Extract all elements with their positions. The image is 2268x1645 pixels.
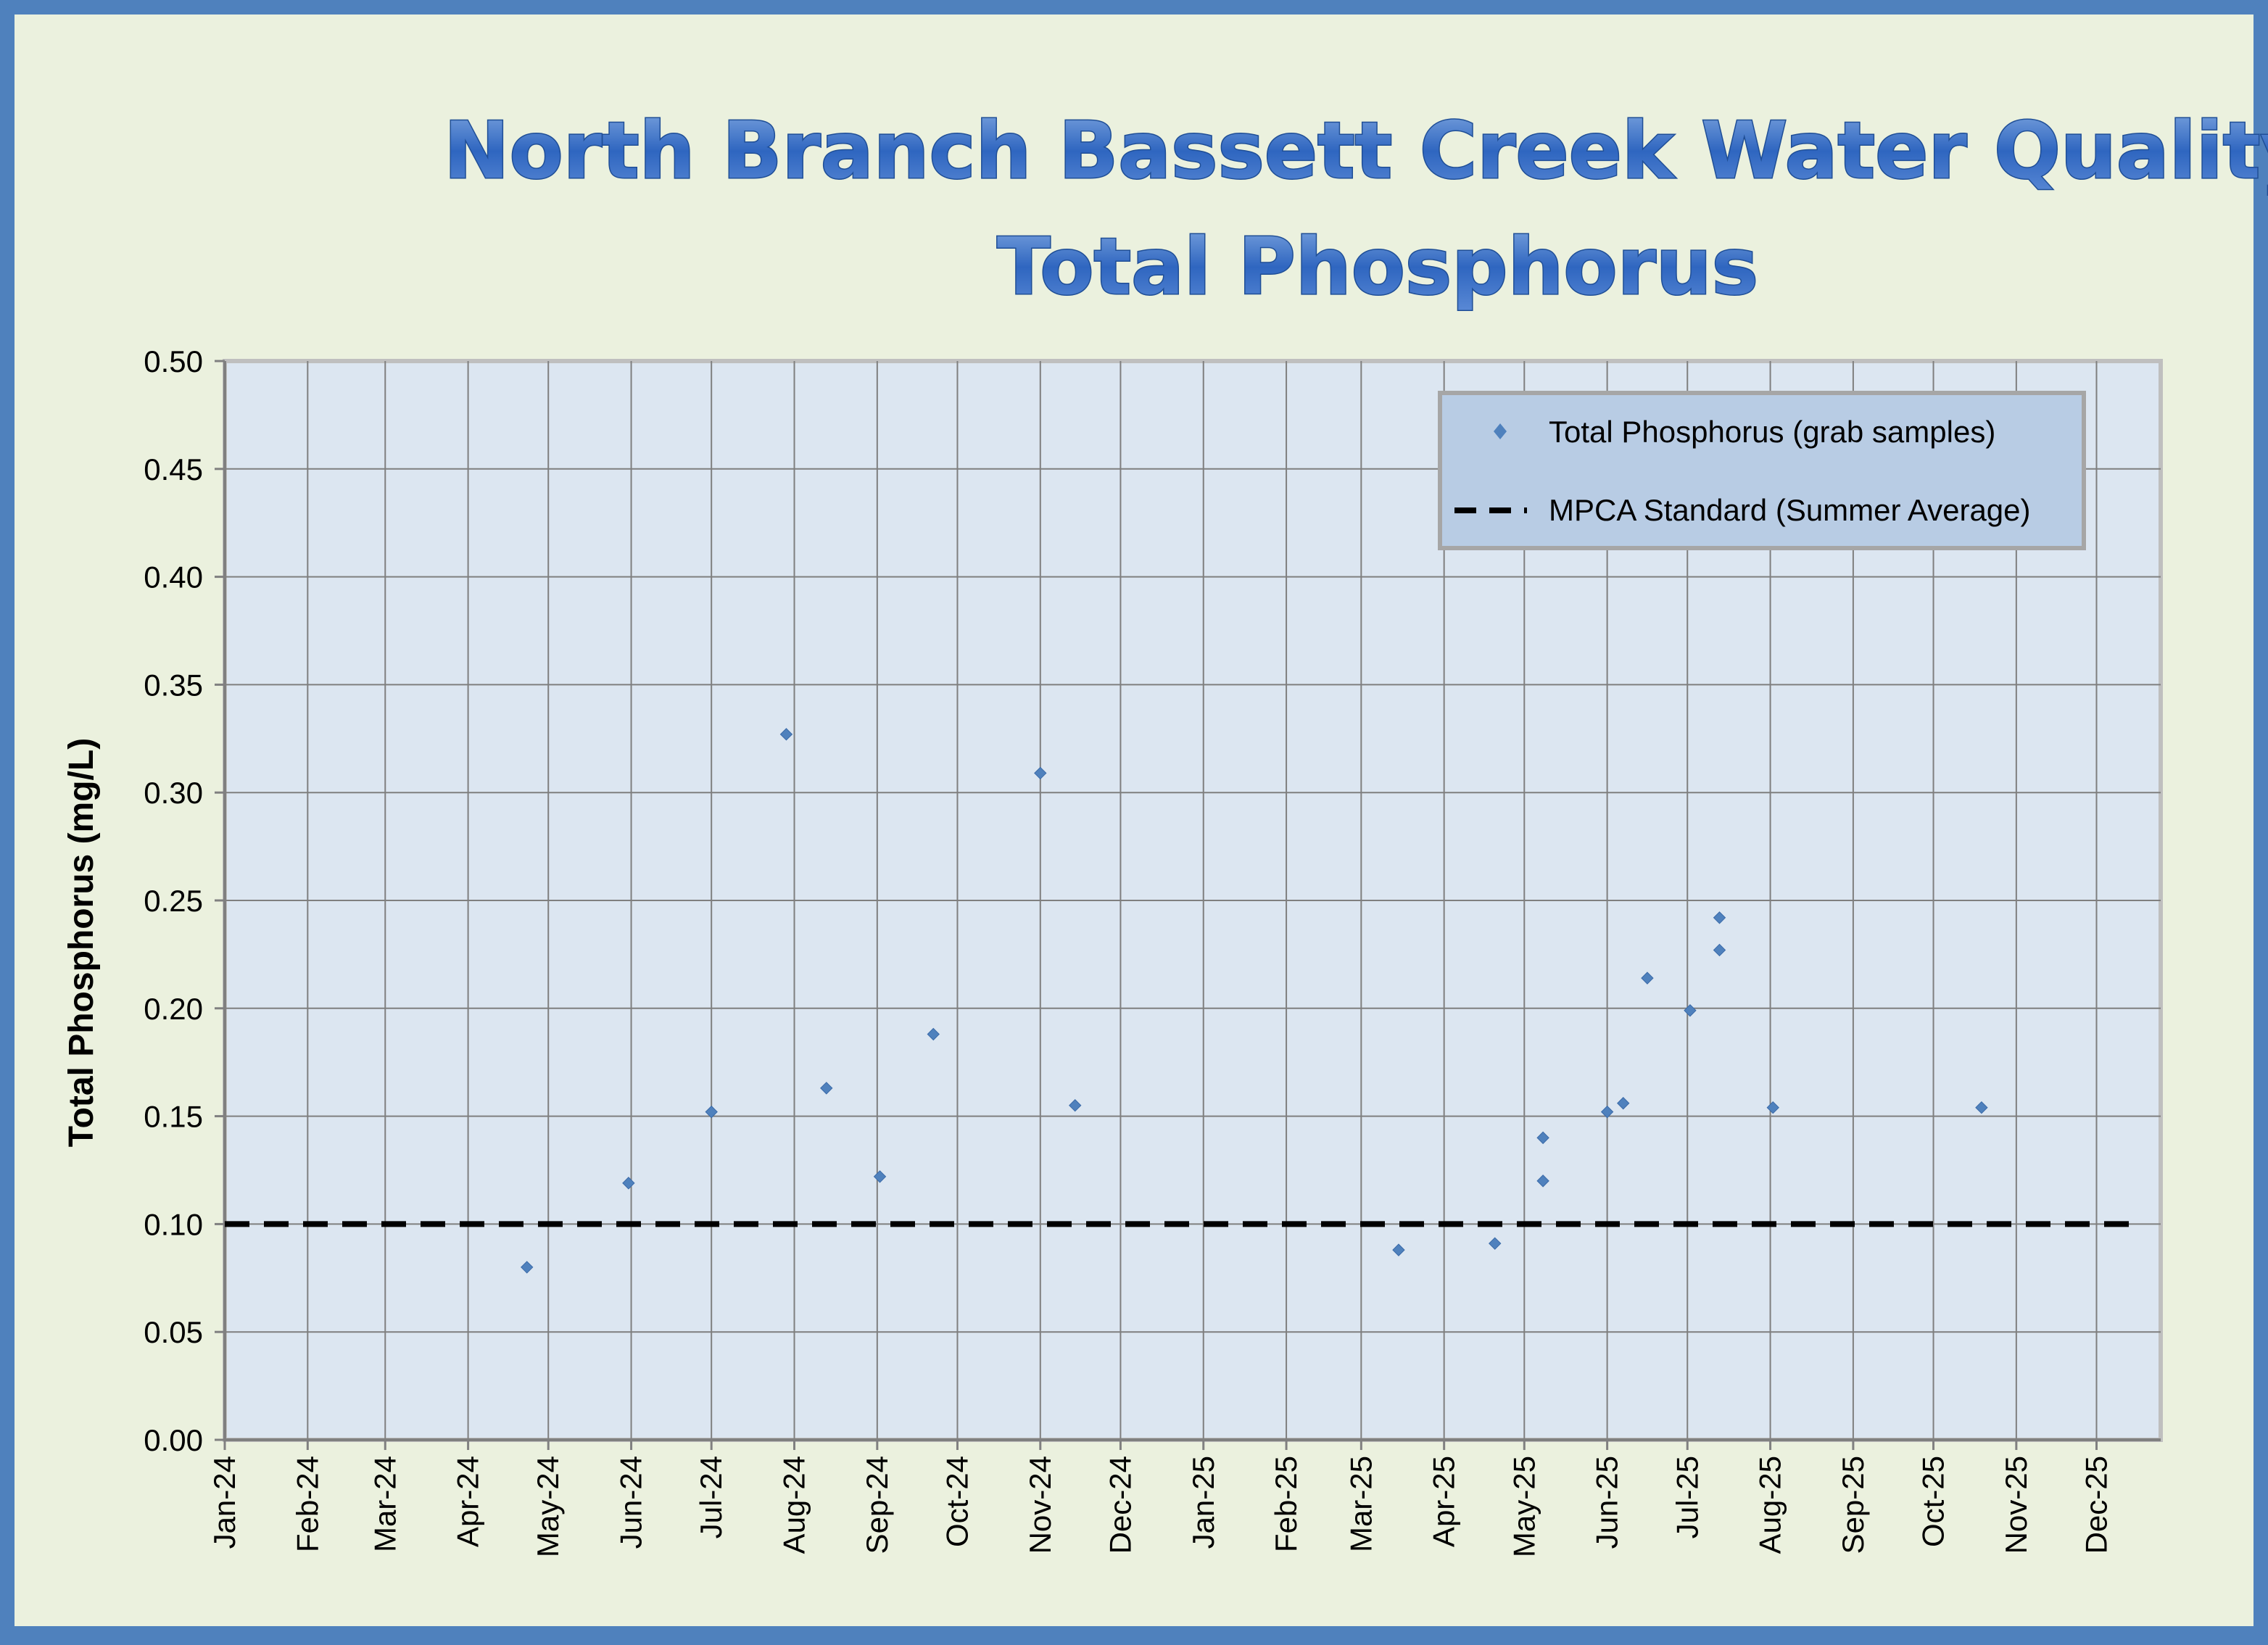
x-tick-label: Aug-25 (1753, 1456, 1787, 1554)
y-tick-label: 0.45 (144, 452, 203, 486)
x-tick-label: Apr-25 (1427, 1456, 1461, 1547)
data-point (1684, 1004, 1697, 1017)
data-point (927, 1027, 940, 1041)
x-tick-label: Jul-25 (1670, 1456, 1704, 1538)
y-tick-label: 0.05 (144, 1315, 203, 1349)
x-tick-label: Apr-24 (451, 1456, 485, 1547)
chart-subtitle: Total Phosphorus (997, 222, 1758, 312)
data-point (1600, 1105, 1614, 1119)
x-tick-label: Feb-25 (1269, 1456, 1303, 1552)
x-tick-label: Feb-24 (290, 1456, 324, 1552)
y-tick-labels: 0.00 0.05 0.10 0.15 0.20 0.25 0.30 0.35 0.40 0.45… (144, 344, 203, 1457)
x-tick-label: Nov-24 (1023, 1456, 1057, 1554)
data-point (1713, 943, 1726, 957)
data-point (1536, 1174, 1549, 1188)
y-axis-title: Total Phosphorus (mg/L) (62, 738, 101, 1147)
data-point (1536, 1131, 1549, 1145)
x-tick-label: Jan-25 (1186, 1456, 1220, 1549)
x-tick-label: Nov-25 (1999, 1456, 2033, 1554)
y-tick-label: 0.25 (144, 884, 203, 918)
x-tick-label: Aug-24 (777, 1456, 811, 1554)
data-point (1766, 1101, 1779, 1114)
data-point (705, 1105, 718, 1119)
y-tick-label: 0.15 (144, 1100, 203, 1134)
data-point (1641, 971, 1654, 985)
chart-title: North Branch Bassett Creek Water Quality (444, 106, 2268, 196)
y-tick-label: 0.10 (144, 1207, 203, 1241)
data-point (1975, 1101, 1988, 1114)
grid-y (215, 360, 2161, 1441)
legend-label-grab-samples: Total Phosphorus (grab samples) (1549, 415, 1995, 449)
y-tick-label: 0.20 (144, 992, 203, 1026)
x-tick-label: Mar-24 (368, 1456, 402, 1552)
x-tick-labels: Jan-24 Feb-24 Mar-24 Apr-24 May-24 Jun-24 Jul-… (207, 1456, 2113, 1557)
x-tick-label: Jan-24 (207, 1456, 241, 1549)
data-point (1489, 1237, 1502, 1250)
x-tick-label: Oct-25 (1916, 1456, 1950, 1547)
y-tick-label: 0.35 (144, 668, 203, 702)
y-tick-label: 0.00 (144, 1423, 203, 1457)
y-tick-label: 0.40 (144, 560, 203, 594)
x-tick-label: May-25 (1507, 1456, 1541, 1557)
data-point (521, 1261, 534, 1274)
legend-diamond-icon (1494, 423, 1507, 439)
data-point (1392, 1243, 1405, 1256)
data-point (1069, 1099, 1082, 1112)
x-tick-label: Dec-25 (2079, 1456, 2113, 1554)
data-points (521, 728, 1988, 1274)
data-point (873, 1170, 887, 1183)
x-tick-label: Jun-25 (1590, 1456, 1624, 1549)
x-tick-label: Jun-24 (614, 1456, 648, 1549)
data-point (779, 728, 793, 741)
x-tick-label: Sep-25 (1836, 1456, 1870, 1554)
data-point (820, 1082, 833, 1095)
data-point (622, 1177, 635, 1190)
x-tick-label: May-24 (531, 1456, 565, 1557)
legend-label-mpca-standard: MPCA Standard (Summer Average) (1549, 493, 2031, 527)
x-tick-label: Sep-24 (860, 1456, 894, 1554)
data-point (1617, 1097, 1630, 1110)
x-tick-label: Dec-24 (1103, 1456, 1137, 1554)
y-tick-label: 0.30 (144, 776, 203, 810)
x-tick-label: Oct-24 (940, 1456, 974, 1547)
data-point (1713, 911, 1726, 924)
x-tick-label: Mar-25 (1344, 1456, 1378, 1552)
legend: Total Phosphorus (grab samples) MPCA Sta… (1438, 391, 2086, 550)
x-tick-label: Jul-24 (694, 1456, 728, 1538)
y-tick-label: 0.50 (144, 344, 203, 378)
data-point (1034, 766, 1047, 780)
legend-box (1438, 391, 2086, 550)
